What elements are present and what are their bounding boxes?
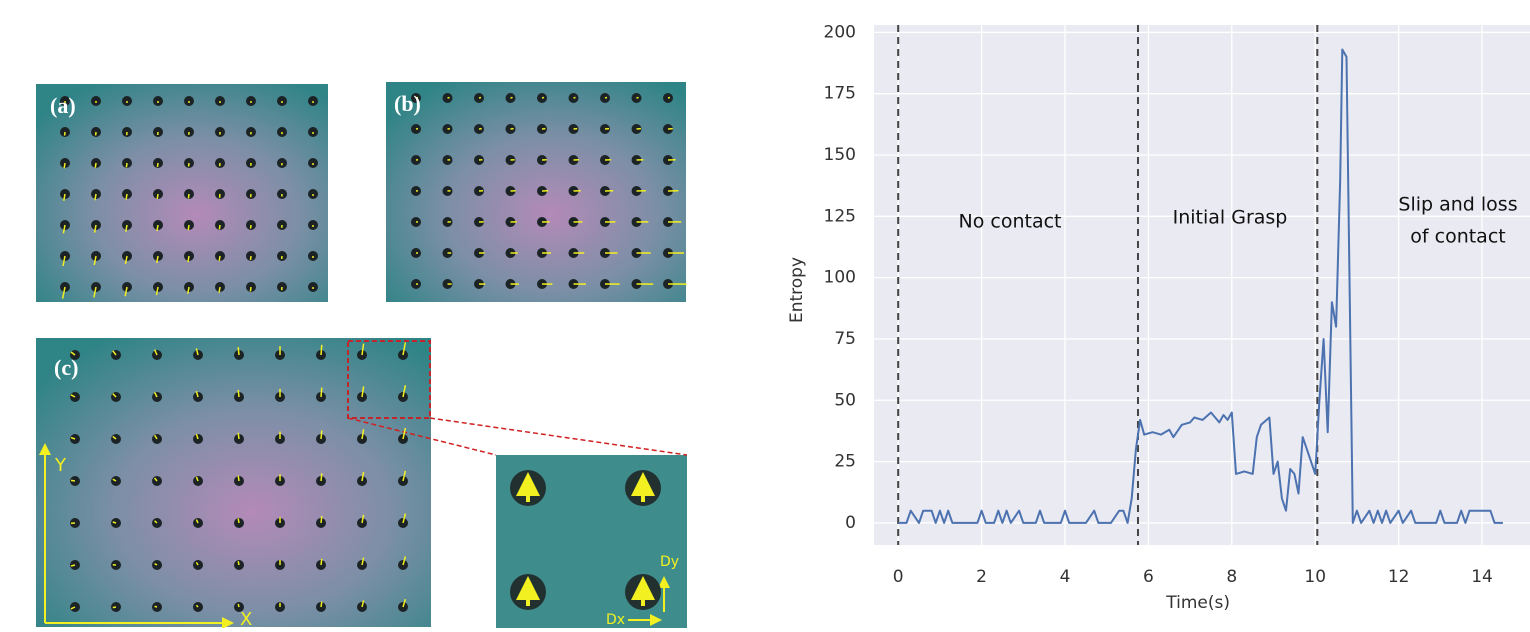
pin-arrow [188, 225, 189, 230]
pin-arrow [238, 561, 239, 565]
pin-arrow [321, 430, 322, 439]
pin-arrow [95, 194, 96, 200]
annotation: of contact [1410, 226, 1505, 248]
y-tick-label: 100 [824, 268, 856, 288]
y-tick-label: 25 [834, 452, 856, 472]
pin-arrow [605, 98, 607, 99]
pin-arrow [511, 98, 513, 99]
y-tick-label: 150 [824, 145, 856, 165]
pin-arrow [126, 163, 127, 167]
pin-arrow [238, 476, 239, 481]
plot: 0 25 50 75 100 125 150 175 200 0 2 4 6 8 10 12 14 Time(s)… [787, 22, 1530, 613]
x-axis-label: Time(s) [1165, 593, 1230, 613]
annotation: Slip and loss [1398, 194, 1517, 216]
image-c [36, 338, 431, 627]
panel-label: (c) [54, 355, 78, 380]
y-tick-label: 75 [834, 329, 856, 349]
pin-arrow [71, 565, 75, 566]
y-tick-label: 200 [824, 22, 856, 42]
y-tick-label: 175 [824, 84, 856, 104]
pin-arrow [321, 345, 322, 355]
axis-name: X [240, 609, 252, 628]
y-tick-label: 125 [824, 206, 856, 226]
pin-arrow [188, 256, 189, 262]
pin-arrow [157, 194, 158, 199]
x-tick-label: 8 [1226, 567, 1237, 587]
axis-name: Y [54, 455, 67, 476]
pin-arrow [321, 602, 322, 607]
pin-arrow [321, 559, 322, 565]
pin-arrow [158, 163, 159, 167]
y-tick-label: 0 [845, 513, 856, 533]
pin-arrow [219, 225, 220, 229]
annotation: No contact [959, 211, 1062, 233]
pin-arrow [113, 522, 116, 523]
pin-arrow [250, 287, 251, 291]
pin-arrow [637, 98, 639, 99]
dx-label: Dx [606, 612, 625, 628]
pin-arrow [238, 604, 239, 607]
panel-label: (b) [394, 91, 421, 116]
x-tick-label: 12 [1388, 567, 1410, 587]
pin-arrow [155, 606, 157, 607]
pin-arrow [71, 480, 75, 481]
x-tick-label: 0 [893, 567, 904, 587]
x-tick-label: 14 [1471, 567, 1493, 587]
pin-arrow [238, 518, 239, 523]
pin-arrow [188, 194, 189, 198]
plot-background [874, 25, 1530, 545]
pin-arrow [126, 194, 127, 200]
y-axis-label: Entropy [787, 257, 807, 323]
dy-label: Dy [660, 554, 679, 570]
annotation: Initial Grasp [1173, 207, 1288, 229]
pin-arrow [238, 390, 239, 397]
pin-arrow [448, 98, 450, 99]
panel-label: (a) [50, 93, 76, 118]
x-tick-label: 10 [1304, 567, 1326, 587]
pin-arrow [238, 433, 239, 439]
pin-arrow [219, 287, 220, 293]
pin-arrow [542, 98, 544, 99]
pin-arrow [219, 256, 220, 261]
y-tick-label: 50 [834, 390, 856, 410]
pin-arrow [95, 163, 96, 168]
pin-arrow [479, 98, 481, 99]
x-tick-label: 4 [1060, 567, 1071, 587]
pin-arrow [64, 163, 65, 168]
pin-arrow [157, 225, 158, 231]
pin-arrow [321, 516, 322, 523]
pin-arrow [321, 473, 322, 481]
pin-arrow [668, 98, 670, 99]
pin-arrow [251, 256, 252, 260]
pin-arrow [321, 388, 322, 397]
pin-arrow [238, 347, 239, 355]
x-tick-label: 2 [976, 567, 987, 587]
pin-arrow [113, 607, 116, 608]
tactile-images: (a) (b) (c) Y X Dy Dx [36, 82, 687, 628]
zoom-line [430, 418, 687, 455]
x-tick-label: 6 [1143, 567, 1154, 587]
pin-arrow [574, 98, 576, 99]
